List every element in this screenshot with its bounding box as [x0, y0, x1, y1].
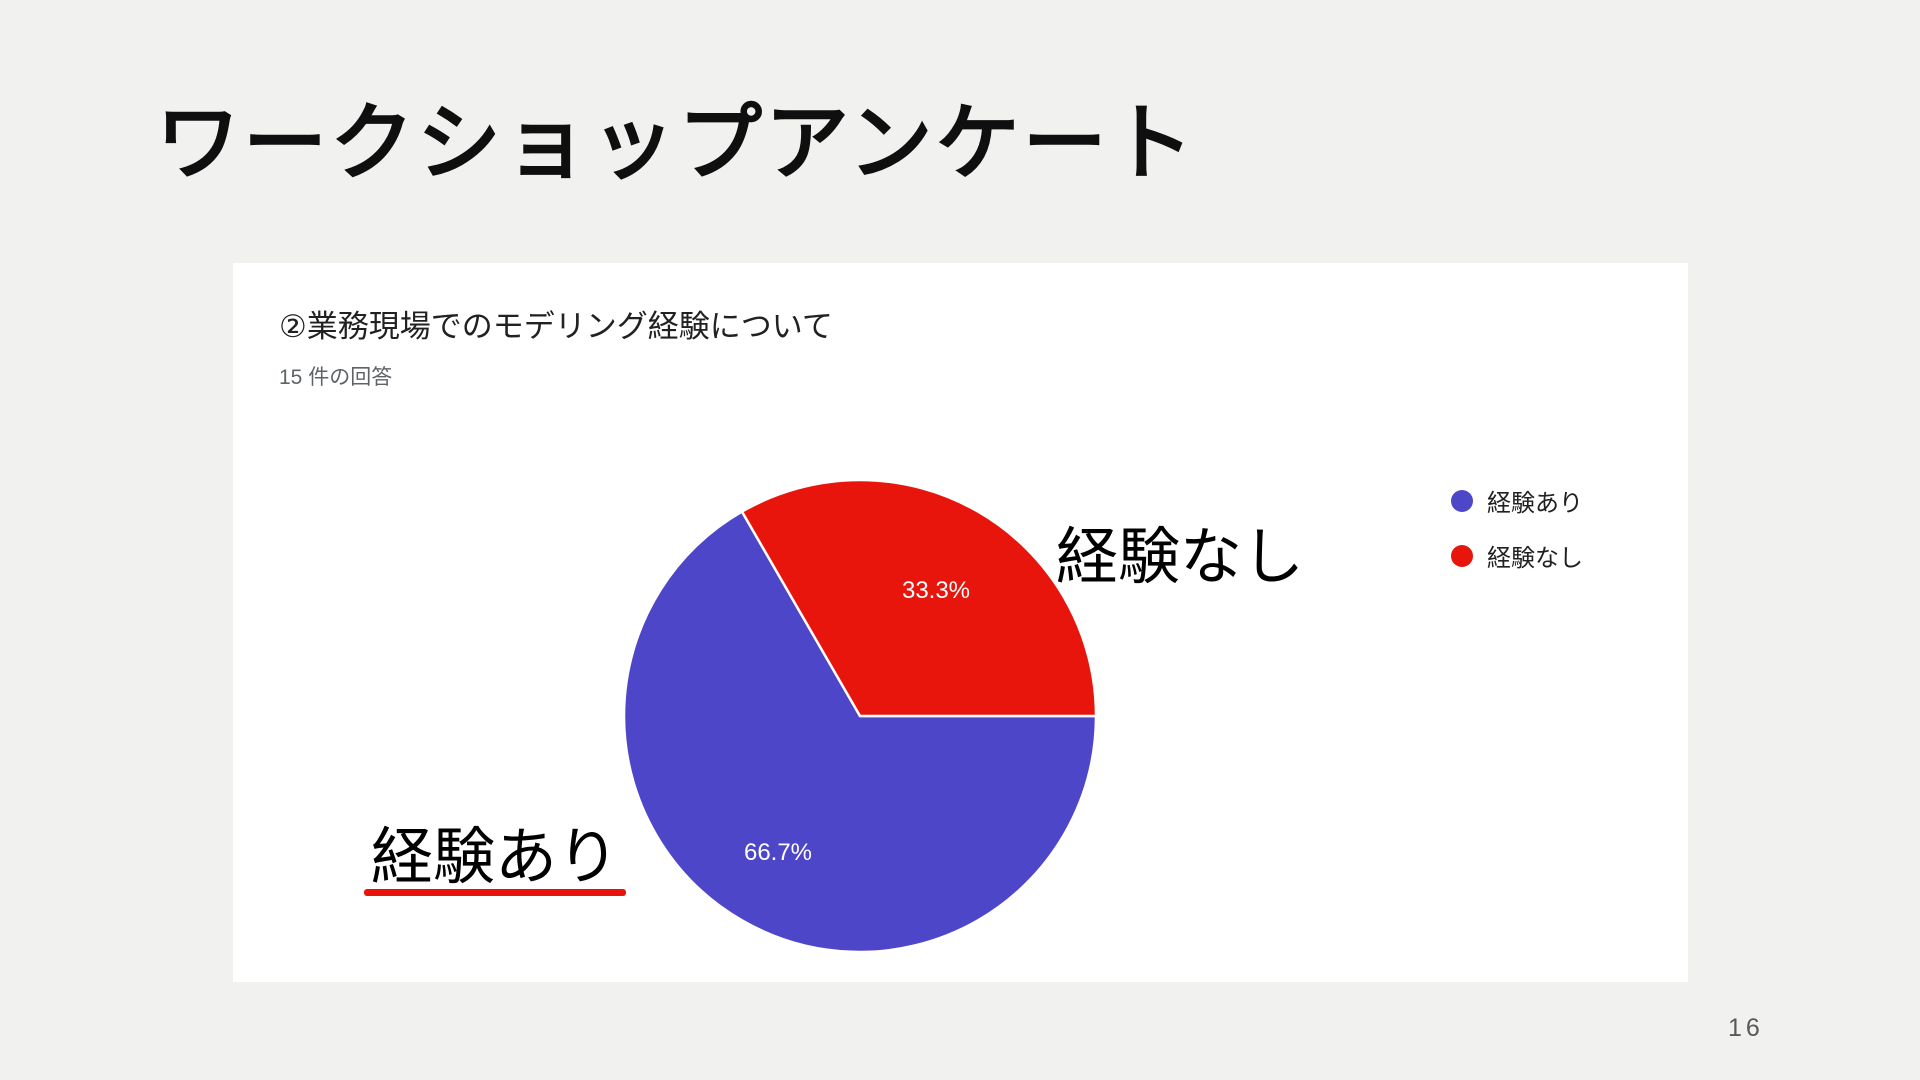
annotation-experience-yes: 経験あり [371, 823, 620, 892]
legend-dot-experience-yes [1451, 489, 1473, 512]
chart-question-title: ②業務現場でのモデリング経験について [279, 309, 833, 344]
chart-card: ②業務現場でのモデリング経験について 15 件の回答 33.3% 66.7% 経… [233, 263, 1688, 982]
annotation-experience-no: 経験なし [1056, 523, 1305, 592]
legend-label-experience-yes: 経験あり [1487, 490, 1583, 517]
pie-chart: 33.3% 66.7% [622, 478, 1098, 954]
slide-title: ワークショップアンケート [156, 96, 1197, 190]
chart-response-count: 15 件の回答 [279, 366, 393, 389]
pie-value-label-experience-no: 33.3% [902, 577, 970, 604]
legend-label-experience-no: 経験なし [1487, 545, 1583, 572]
pie-value-label-experience-yes: 66.7% [744, 839, 812, 866]
annotation-red-underline [364, 889, 626, 896]
legend-item-experience-no: 経験なし [1451, 538, 1583, 573]
pie-slice-experience-no [740, 478, 1098, 718]
pie-slice-experience-yes [622, 510, 1098, 954]
legend-dot-experience-no [1451, 544, 1473, 567]
legend-item-experience-yes: 経験あり [1451, 483, 1583, 518]
chart-legend: 経験あり 経験なし [1451, 483, 1583, 593]
page-number: 16 [1728, 1014, 1764, 1042]
